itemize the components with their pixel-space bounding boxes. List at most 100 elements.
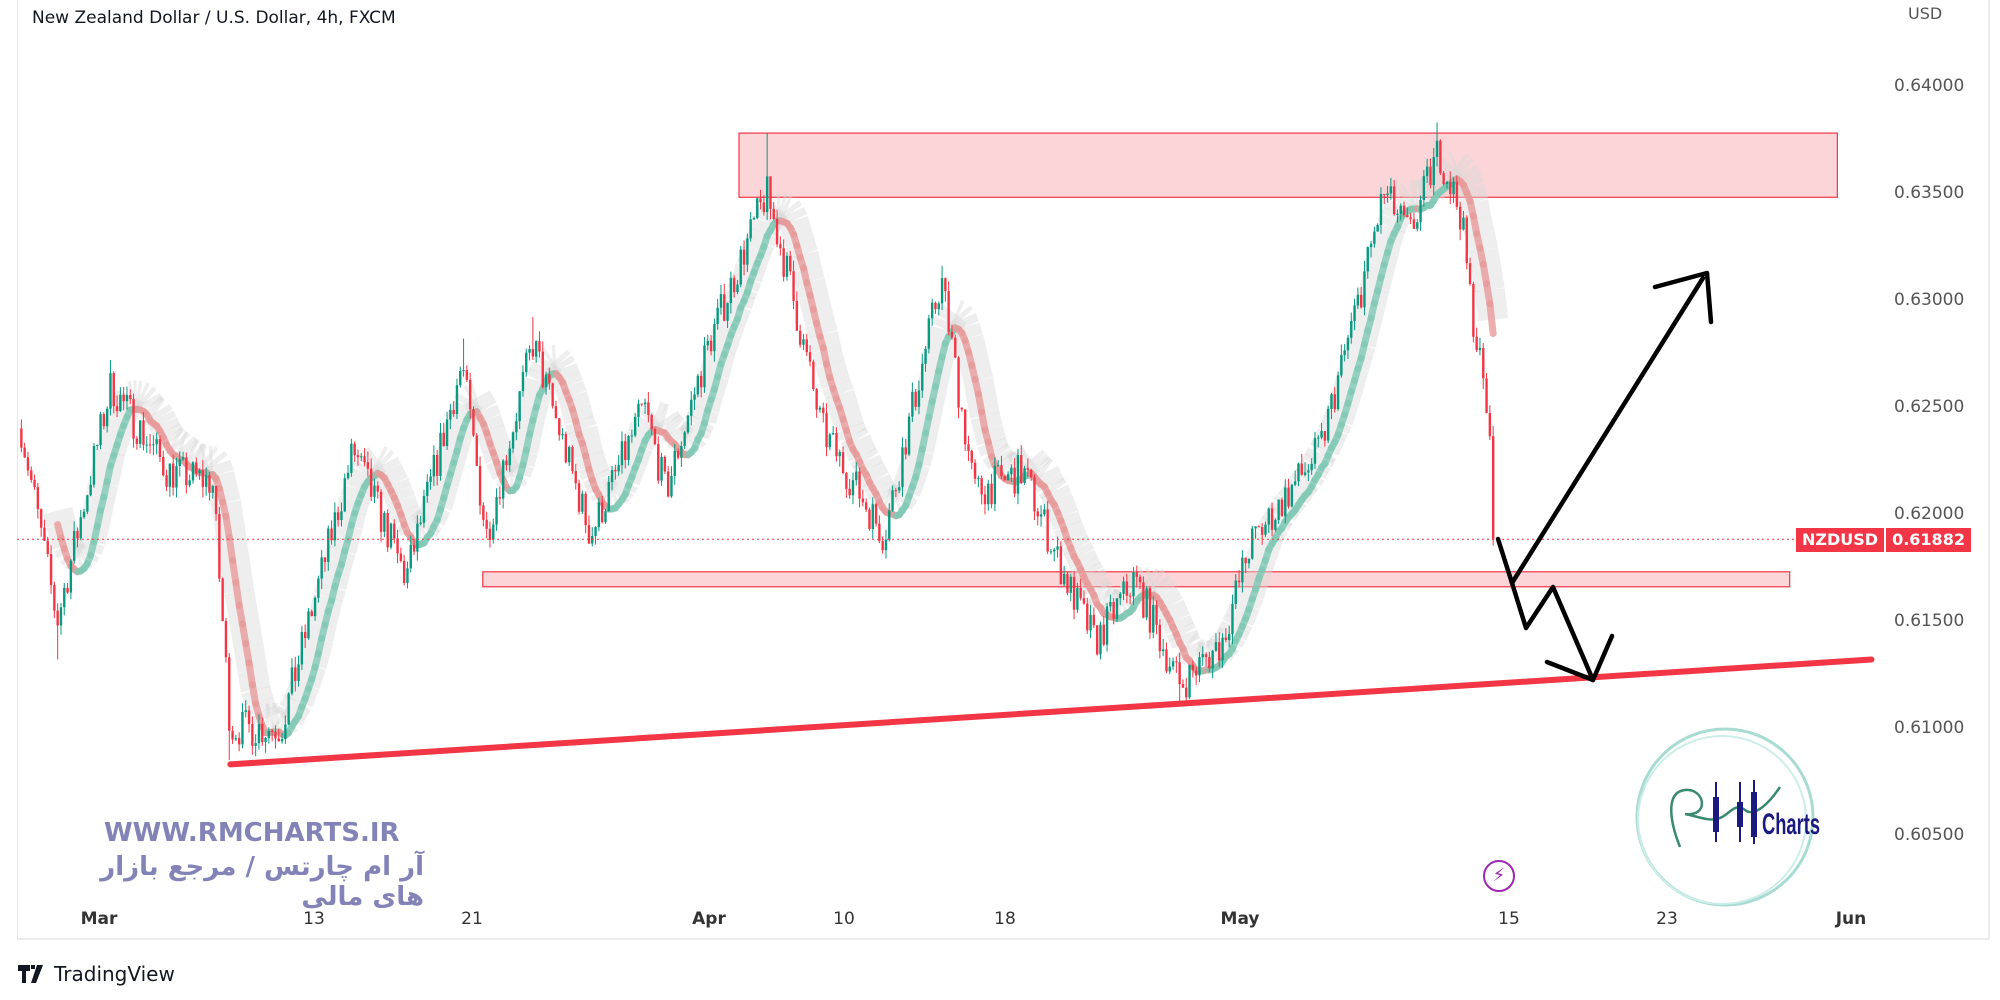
envelope-band [133,382,150,411]
candle-body [1211,650,1214,669]
envelope-band [1066,549,1098,569]
candle-body [1452,181,1455,195]
candle-body [343,478,346,512]
envelope-band [411,515,441,537]
candle-body [1419,199,1422,223]
envelope-band [1043,492,1075,513]
candle-body [459,370,462,386]
candle-body [1010,467,1013,475]
candle-body [554,406,558,419]
candle-body [320,557,323,579]
candle-body [1376,225,1379,232]
candle-body [706,340,709,346]
envelope-band [1144,574,1173,597]
envelope-band [997,451,1016,480]
candle-body [1069,576,1072,593]
candle-body [1435,140,1439,158]
envelope-band [1399,182,1419,211]
candle-body [934,302,937,310]
envelope-band [662,421,691,444]
candle-body [257,723,261,744]
tradingview-brand[interactable]: TradingView [18,962,175,986]
envelope-band [606,476,634,500]
envelope-band [686,404,719,425]
envelope-band [880,484,895,514]
envelope-band [948,313,980,333]
price-tick: 0.60500 [1894,825,1965,845]
envelope-band [422,490,455,511]
candle-body [594,527,597,536]
candle-body [399,553,403,561]
moving-average-layer [43,150,1509,739]
envelope-band [347,466,379,487]
candle-body [1307,470,1310,473]
candle-body [435,455,439,476]
envelope-band [548,363,580,383]
candle-body [1313,438,1317,464]
candle-body [1287,487,1290,507]
candle-body [346,472,350,479]
candle-body [963,409,967,445]
candle-body [1152,604,1155,633]
price-tick: 0.61500 [1894,611,1965,631]
candle-body [495,497,498,525]
candle-body [1082,598,1086,604]
candle-body [822,407,825,414]
candle-body [376,485,379,492]
candle-body [640,403,643,405]
envelope-band [720,299,752,319]
candle-body [868,509,871,529]
envelope-band [1302,452,1331,475]
candle-body [1462,217,1465,230]
candle-body [1003,476,1006,481]
candle-body [373,485,376,497]
candle-body [1300,463,1303,475]
envelope-band [1077,568,1108,589]
candle-body [72,530,76,561]
envelope-band [611,466,643,486]
envelope-band [1168,629,1201,649]
time-tick: May [1220,909,1260,929]
envelope-band [713,316,746,337]
candle-body [383,513,386,532]
envelope-band [362,449,383,477]
candle-body [1128,595,1132,597]
envelope-band [842,434,874,454]
candle-body [1148,588,1152,633]
envelope-band [667,424,693,449]
envelope-band [590,478,618,502]
candle-body [637,403,640,417]
candle-body [237,738,241,745]
envelope-band [374,463,405,484]
envelope-band [985,448,1015,470]
envelope-band [442,420,475,442]
candle-body [1016,454,1020,494]
candle-body [1320,431,1323,438]
tradingview-logo-icon [18,965,43,983]
candle-body [1214,642,1218,651]
chart-title: New Zealand Dollar / U.S. Dollar, 4h, FX… [32,8,396,28]
candle-body [26,457,30,471]
envelope-band [1241,560,1274,580]
envelope-band [49,530,82,550]
candle-body [1112,601,1115,619]
time-tick: 13 [303,909,325,929]
candle-body [89,484,92,496]
envelope-band [1336,362,1369,382]
candle-body [752,218,756,220]
envelope-band [1234,580,1267,600]
candle-body [323,557,327,562]
envelope-band [689,392,723,413]
candle-body [858,471,861,499]
envelope-band [365,447,387,474]
lightning-icon[interactable]: ⚡ [1483,860,1515,892]
envelope-band [282,693,312,716]
candle-body [914,391,917,407]
candle-body [1076,587,1079,610]
candle-body [673,451,676,476]
envelope-band [139,395,164,421]
candle-body [1194,670,1198,676]
candle-body [1399,205,1402,214]
envelope-band [175,431,188,461]
